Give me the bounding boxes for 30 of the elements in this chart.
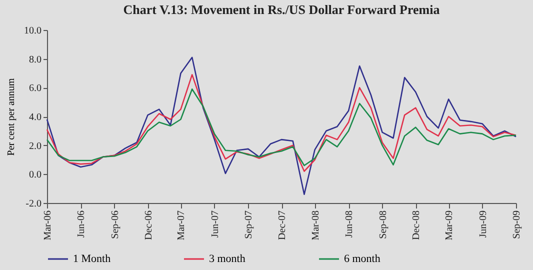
y-tick-label: 8.0 [29,54,42,66]
x-tick-label: Jun-07 [210,210,221,238]
x-tick-label: Jun-09 [478,210,489,238]
x-tick-label: Sep-09 [512,210,522,239]
y-tick-label: -2.0 [26,198,42,210]
line-series [46,88,517,166]
x-tick-label: Dec-07 [277,210,288,240]
x-tick-label: Dec-08 [411,210,422,240]
x-tick-label: Jun-08 [344,210,356,238]
legend-label: 1 Month [73,253,112,265]
y-tick-label: 2.0 [29,140,42,152]
x-tick-label: Dec-06 [143,210,154,240]
chart-title: Chart V.13: Movement in Rs./US Dollar Forward Premia [123,2,440,17]
x-tick-label: Jun-06 [76,210,88,238]
y-tick-label: 6.0 [29,83,42,94]
line-series [46,74,517,172]
y-tick-label: 0.0 [29,170,42,181]
x-tick-label: Mar-08 [310,210,322,240]
y-tick-label: 4.0 [29,112,42,123]
x-tick-label: Mar-06 [42,210,54,240]
y-axis-title: Per cent per annum [6,78,17,156]
y-tick-label: 10.0 [24,26,42,36]
legend-label: 3 month [209,253,246,265]
x-tick-label: Sep-08 [378,210,389,239]
x-tick-label: Sep-06 [110,210,121,239]
x-tick-label: Sep-07 [244,210,255,239]
x-tick-label: Mar-07 [176,210,188,240]
x-tick-label: Mar-09 [444,210,456,240]
line-series [46,56,517,195]
legend-label: 6 month [344,253,381,265]
